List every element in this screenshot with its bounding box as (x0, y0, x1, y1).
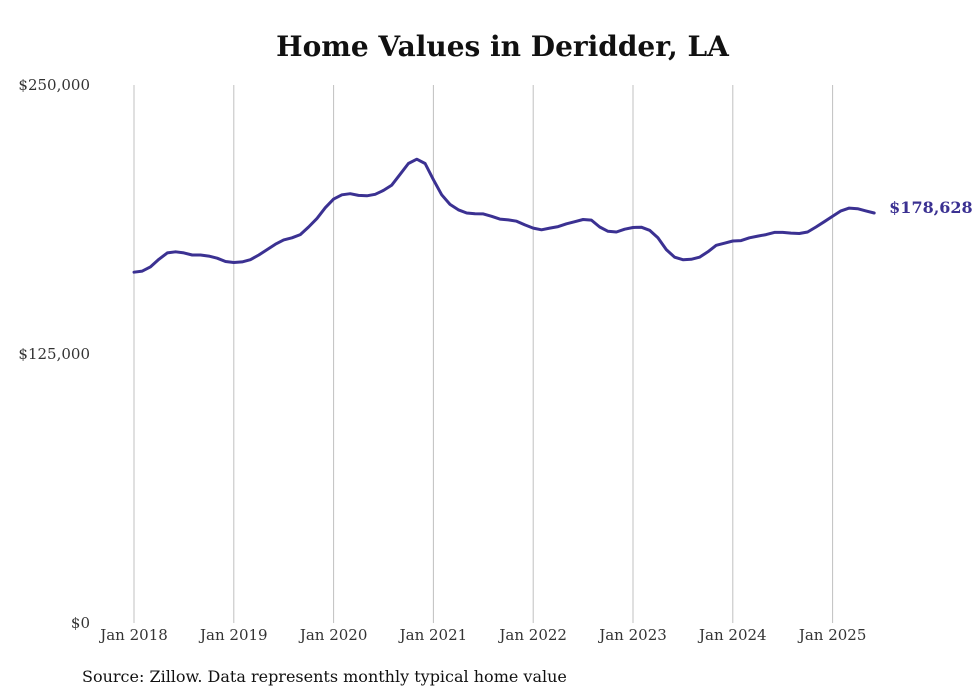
y-tick-label: $0 (71, 614, 90, 632)
y-axis-ticks: $0 $125,000 $250,000 (18, 76, 90, 632)
x-tick-label: Jan 2019 (198, 626, 268, 644)
chart-title: Home Values in Deridder, LA (276, 30, 729, 63)
series-layer (132, 157, 876, 274)
x-tick-label: Jan 2020 (298, 626, 368, 644)
x-tick-label: Jan 2025 (797, 626, 867, 644)
x-tick-label: Jan 2023 (597, 626, 667, 644)
y-tick-label: $125,000 (18, 345, 90, 363)
end-label-layer: $178,628 (889, 198, 973, 217)
gridlines (133, 85, 834, 623)
y-tick-label: $250,000 (18, 76, 90, 94)
x-tick-label: Jan 2024 (697, 626, 767, 644)
x-axis-ticks: Jan 2018 Jan 2019 Jan 2020 Jan 2021 Jan 2022… (98, 626, 866, 644)
x-tick-label: Jan 2021 (398, 626, 468, 644)
source-note: Source: Zillow. Data represents monthly … (82, 667, 567, 686)
x-tick-label: Jan 2018 (98, 626, 168, 644)
x-tick-label: Jan 2022 (497, 626, 567, 644)
series-line (132, 157, 876, 274)
end-value-label: $178,628 (889, 198, 973, 217)
